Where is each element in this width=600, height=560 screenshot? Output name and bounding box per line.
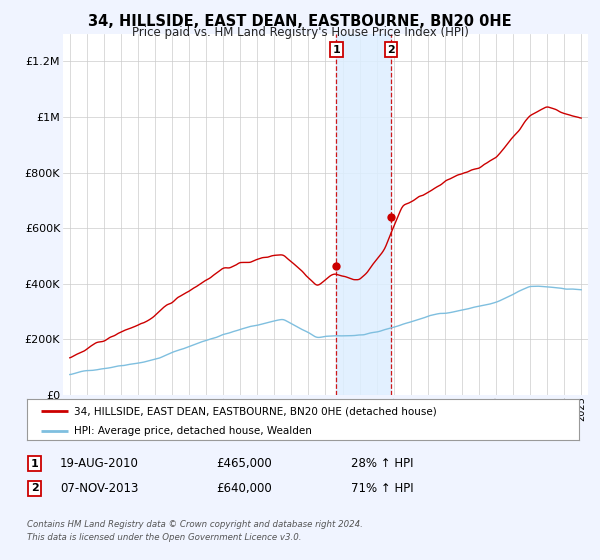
Text: 19-AUG-2010: 19-AUG-2010 [60, 457, 139, 470]
Text: Contains HM Land Registry data © Crown copyright and database right 2024.: Contains HM Land Registry data © Crown c… [27, 520, 363, 529]
Text: 1: 1 [332, 45, 340, 55]
Text: 2: 2 [31, 483, 38, 493]
Text: £640,000: £640,000 [216, 482, 272, 495]
Text: 28% ↑ HPI: 28% ↑ HPI [351, 457, 413, 470]
Text: 2: 2 [387, 45, 395, 55]
Text: Price paid vs. HM Land Registry's House Price Index (HPI): Price paid vs. HM Land Registry's House … [131, 26, 469, 39]
Text: 71% ↑ HPI: 71% ↑ HPI [351, 482, 413, 495]
Bar [336, 34, 391, 395]
Text: £465,000: £465,000 [216, 457, 272, 470]
Text: 1: 1 [31, 459, 38, 469]
Text: 07-NOV-2013: 07-NOV-2013 [60, 482, 139, 495]
Text: 34, HILLSIDE, EAST DEAN, EASTBOURNE, BN20 0HE: 34, HILLSIDE, EAST DEAN, EASTBOURNE, BN2… [88, 14, 512, 29]
Text: 34, HILLSIDE, EAST DEAN, EASTBOURNE, BN20 0HE (detached house): 34, HILLSIDE, EAST DEAN, EASTBOURNE, BN2… [74, 407, 437, 417]
Text: This data is licensed under the Open Government Licence v3.0.: This data is licensed under the Open Gov… [27, 533, 302, 542]
Text: HPI: Average price, detached house, Wealden: HPI: Average price, detached house, Weal… [74, 426, 312, 436]
